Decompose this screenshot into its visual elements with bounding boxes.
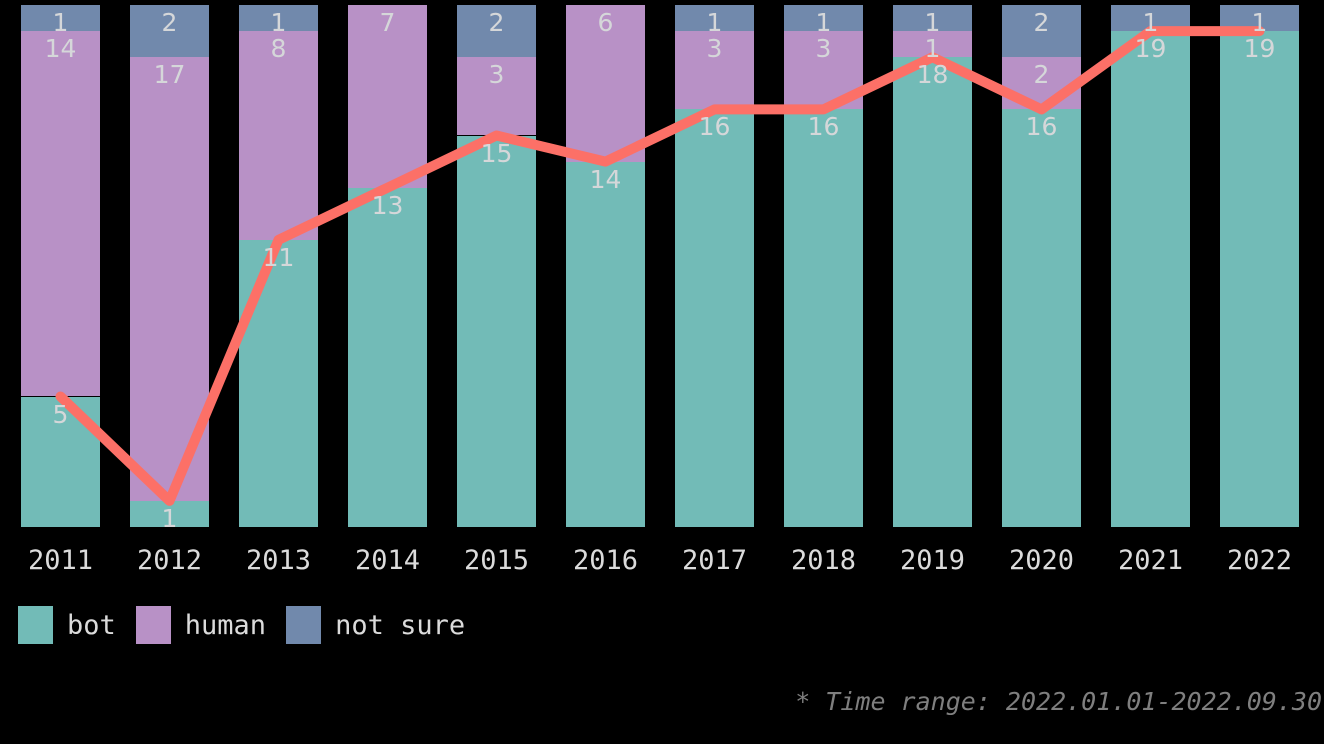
segment-value-label: 17 bbox=[153, 60, 186, 90]
segment-value-label: 2 bbox=[488, 8, 505, 37]
x-axis-label: 2018 bbox=[790, 545, 857, 576]
x-axis-label: 2020 bbox=[1008, 545, 1075, 576]
segment-value-label: 19 bbox=[1134, 34, 1167, 64]
legend-item-bot: bot bbox=[18, 606, 116, 644]
segment-value-label: 3 bbox=[488, 60, 505, 90]
legend-swatch-not-sure bbox=[286, 606, 322, 644]
segment-value-label: 1 bbox=[1251, 8, 1268, 37]
segment-value-label: 1 bbox=[924, 34, 941, 64]
segment-value-label: 1 bbox=[706, 8, 723, 37]
segment-value-label: 16 bbox=[1025, 112, 1058, 142]
legend-swatch-bot bbox=[18, 606, 53, 644]
x-axis-label: 2013 bbox=[245, 545, 312, 576]
segment-value-label: 14 bbox=[44, 34, 77, 64]
segment-value-label: 13 bbox=[371, 190, 404, 220]
segment-value-label: 2 bbox=[161, 8, 178, 37]
segment-value-label: 1 bbox=[270, 8, 287, 37]
legend: bot human not sure bbox=[18, 606, 465, 644]
segment-value-label: 2 bbox=[1033, 8, 1050, 37]
legend-label: human bbox=[184, 609, 267, 641]
legend-item-human: human bbox=[135, 606, 267, 644]
segment-value-label: 1 bbox=[161, 503, 178, 533]
segment-value-label: 15 bbox=[480, 138, 513, 168]
x-axis-label: 2014 bbox=[354, 545, 421, 576]
x-axis-labels: 2011 2012 2013 2014 2015 2016 2017 2018 2019 2020… bbox=[0, 546, 1324, 580]
segment-value-label: 6 bbox=[597, 8, 614, 37]
segment-value-label: 11 bbox=[262, 242, 295, 272]
segment-value-label: 1 bbox=[924, 8, 941, 37]
legend-swatch-human bbox=[135, 606, 171, 644]
segment-value-label: 2 bbox=[1033, 60, 1050, 90]
segment-value-label: 16 bbox=[698, 112, 731, 142]
segment-value-label: 18 bbox=[916, 60, 949, 90]
segment-value-label: 14 bbox=[589, 164, 622, 194]
x-axis-label: 2019 bbox=[899, 545, 966, 576]
segment-value-label: 3 bbox=[815, 34, 832, 64]
x-axis-label: 2012 bbox=[136, 545, 203, 576]
x-axis-label: 2016 bbox=[572, 545, 639, 576]
segment-value-label: 1 bbox=[815, 8, 832, 37]
segment-value-label: 1 bbox=[1142, 8, 1159, 37]
x-axis-label: 2011 bbox=[27, 545, 94, 576]
segment-value-label: 5 bbox=[52, 399, 69, 429]
time-range-note: * Time range: 2022.01.01-2022.09.30 bbox=[795, 687, 1322, 716]
x-axis-label: 2022 bbox=[1226, 545, 1293, 576]
legend-label: not sure bbox=[335, 609, 466, 641]
legend-item-not-sure: not sure bbox=[286, 606, 465, 644]
x-axis-label: 2015 bbox=[463, 545, 530, 576]
segment-value-label: 19 bbox=[1243, 34, 1276, 64]
segment-labels-layer: 5 14 1 1 17 2 11 8 1 13 7 15 3 2 14 6 16 3 1 16 3 1 18 1 1 16 2 2 19… bbox=[44, 8, 1276, 533]
x-axis-label: 2017 bbox=[681, 545, 748, 576]
plot-area: 5 14 1 1 17 2 11 8 1 13 7 15 3 2 14 6 16 3 1 16 3 1 18 1 1 16 2 2 19… bbox=[21, 5, 1299, 533]
segment-value-label: 8 bbox=[270, 34, 287, 64]
segment-value-label: 1 bbox=[52, 8, 69, 37]
legend-label: bot bbox=[67, 609, 116, 641]
segment-value-label: 7 bbox=[379, 8, 396, 37]
segment-value-label: 3 bbox=[706, 34, 723, 64]
x-axis-label: 2021 bbox=[1117, 545, 1184, 576]
segment-value-label: 16 bbox=[807, 112, 840, 142]
